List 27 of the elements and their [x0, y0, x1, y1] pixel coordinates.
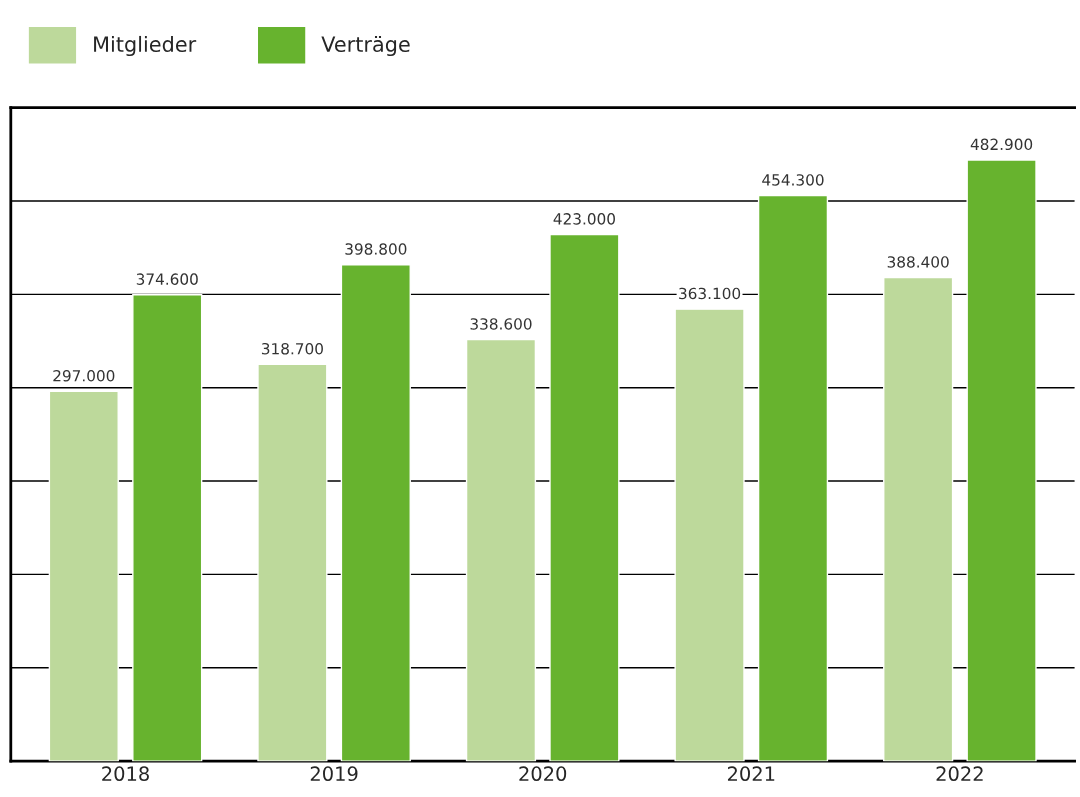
data-label: 398.800	[345, 243, 407, 255]
bar	[757, 194, 829, 762]
bar	[340, 263, 411, 762]
data-label: 318.700	[261, 342, 323, 355]
bar	[966, 159, 1037, 762]
x-tick-label: 2020	[519, 766, 567, 782]
x-tick-label: 2022	[936, 766, 983, 782]
x-tick-label: 2021	[727, 766, 775, 782]
bar	[549, 233, 620, 762]
legend-label: Verträge	[321, 35, 410, 57]
data-label: 423.000	[553, 213, 615, 225]
bar	[674, 308, 745, 762]
data-label: 297.000	[53, 369, 115, 382]
bar	[48, 390, 119, 762]
data-label: 363.100	[679, 287, 741, 300]
x-tick-label: 2019	[310, 766, 358, 782]
x-tick-label: 2018	[102, 766, 149, 782]
legend-label: Mitglieder	[94, 35, 197, 57]
data-label: 482.900	[970, 138, 1033, 151]
bar	[883, 276, 954, 762]
bar	[465, 338, 537, 762]
data-label: 374.600	[136, 273, 198, 285]
data-label: 454.300	[762, 174, 824, 186]
bar	[257, 363, 328, 762]
data-label: 338.600	[470, 318, 532, 330]
bar	[132, 294, 203, 762]
data-label: 388.400	[887, 256, 949, 268]
